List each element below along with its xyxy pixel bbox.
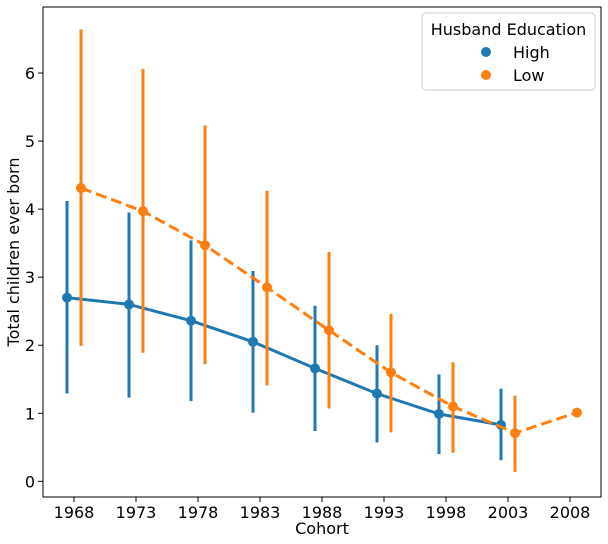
legend-label: High [513, 43, 550, 62]
data-point [248, 336, 258, 347]
legend-frame [421, 12, 596, 91]
x-tick-label: 1973 [116, 503, 157, 522]
series-low [76, 29, 582, 472]
x-axis: 1968 1973 1978 1983 1988 1993 1998 2003 2008 [54, 497, 591, 522]
data-point [510, 428, 520, 439]
data-point [138, 206, 148, 217]
data-point [434, 408, 444, 419]
series-line [80, 186, 578, 435]
x-tick-label: 1993 [364, 503, 405, 522]
x-tick-label: 2008 [550, 503, 591, 522]
x-tick-label: 1978 [178, 503, 219, 522]
legend-title: Husband Education [431, 20, 587, 39]
y-tick-label: 3 [25, 268, 35, 287]
x-tick-label: 1968 [54, 503, 95, 522]
data-point [200, 240, 210, 251]
legend-marker [481, 70, 491, 80]
y-tick-label: 6 [25, 64, 35, 83]
x-tick-label: 1983 [240, 503, 281, 522]
x-tick-label: 2003 [488, 503, 529, 522]
data-point [186, 315, 196, 326]
y-tick-label: 1 [25, 404, 35, 423]
y-tick-label: 4 [25, 200, 35, 219]
data-point [62, 292, 72, 303]
data-point [124, 299, 134, 310]
series-line [66, 296, 502, 427]
data-point [310, 363, 320, 374]
y-tick-label: 0 [25, 472, 35, 491]
y-axis: 0 1 2 3 4 5 6 [25, 64, 43, 491]
data-point [262, 282, 272, 293]
data-point [448, 401, 458, 412]
x-tick-label: 1998 [426, 503, 467, 522]
data-point [324, 325, 334, 336]
legend-label: Low [513, 66, 545, 85]
data-point [572, 407, 582, 418]
legend: Husband Education High Low [421, 12, 596, 91]
data-point [76, 183, 86, 194]
series-high [62, 200, 506, 461]
data-point [386, 367, 396, 378]
x-axis-title: Cohort [295, 519, 349, 538]
y-axis-title: Total children ever born [4, 158, 23, 348]
y-tick-label: 5 [25, 132, 35, 151]
y-tick-label: 2 [25, 336, 35, 355]
chart-marks [62, 29, 582, 472]
data-point [372, 388, 382, 399]
legend-marker [481, 47, 491, 57]
x-tick-label: 1988 [302, 503, 343, 522]
